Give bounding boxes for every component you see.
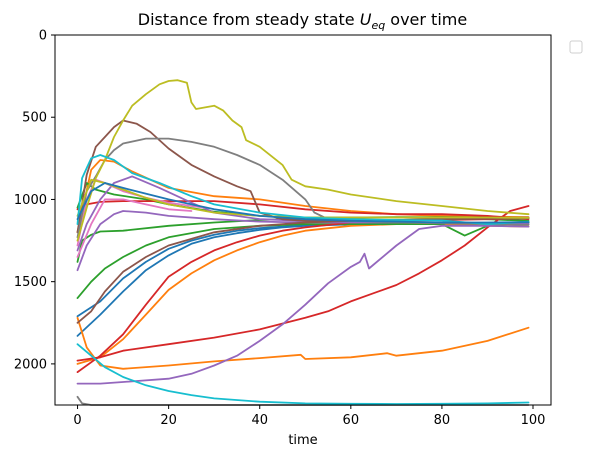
series-line-9: [76, 205, 530, 362]
y-tick-label: 500: [22, 111, 47, 126]
x-tick-label: 80: [434, 413, 451, 428]
series-line-12: [76, 224, 530, 385]
legend-box[interactable]: [569, 40, 583, 54]
series-line-5: [76, 159, 530, 234]
x-axis-label: time: [288, 433, 317, 448]
chart-title: Distance from steady state Ueq over time: [138, 10, 467, 32]
series-line-7: [76, 221, 530, 300]
plot-area: [76, 79, 530, 406]
y-tick-label: 1000: [14, 193, 47, 208]
x-axis: 0 20 40 60 80 100: [73, 405, 545, 428]
series-line-18: [76, 198, 193, 258]
series-line-21: [76, 79, 530, 242]
series-line-1: [76, 221, 530, 318]
y-tick-label: 2000: [14, 357, 47, 372]
x-tick-label: 20: [160, 413, 177, 428]
series-line-3: [76, 316, 530, 370]
y-tick-label: 0: [39, 29, 47, 44]
series-line-11: [76, 217, 530, 374]
x-tick-label: 0: [73, 413, 81, 428]
series-line-24: [76, 154, 530, 226]
x-tick-label: 60: [343, 413, 360, 428]
series-line-25: [76, 182, 530, 224]
series-line-23: [76, 343, 530, 405]
x-tick-label: 100: [521, 413, 546, 428]
series-line-10: [76, 200, 530, 221]
y-tick-label: 1500: [14, 275, 47, 290]
x-tick-label: 40: [251, 413, 268, 428]
series-line-16: [76, 217, 530, 324]
y-axis: 0 500 1000 1500 2000: [14, 29, 55, 372]
plot-frame: [54, 34, 552, 406]
